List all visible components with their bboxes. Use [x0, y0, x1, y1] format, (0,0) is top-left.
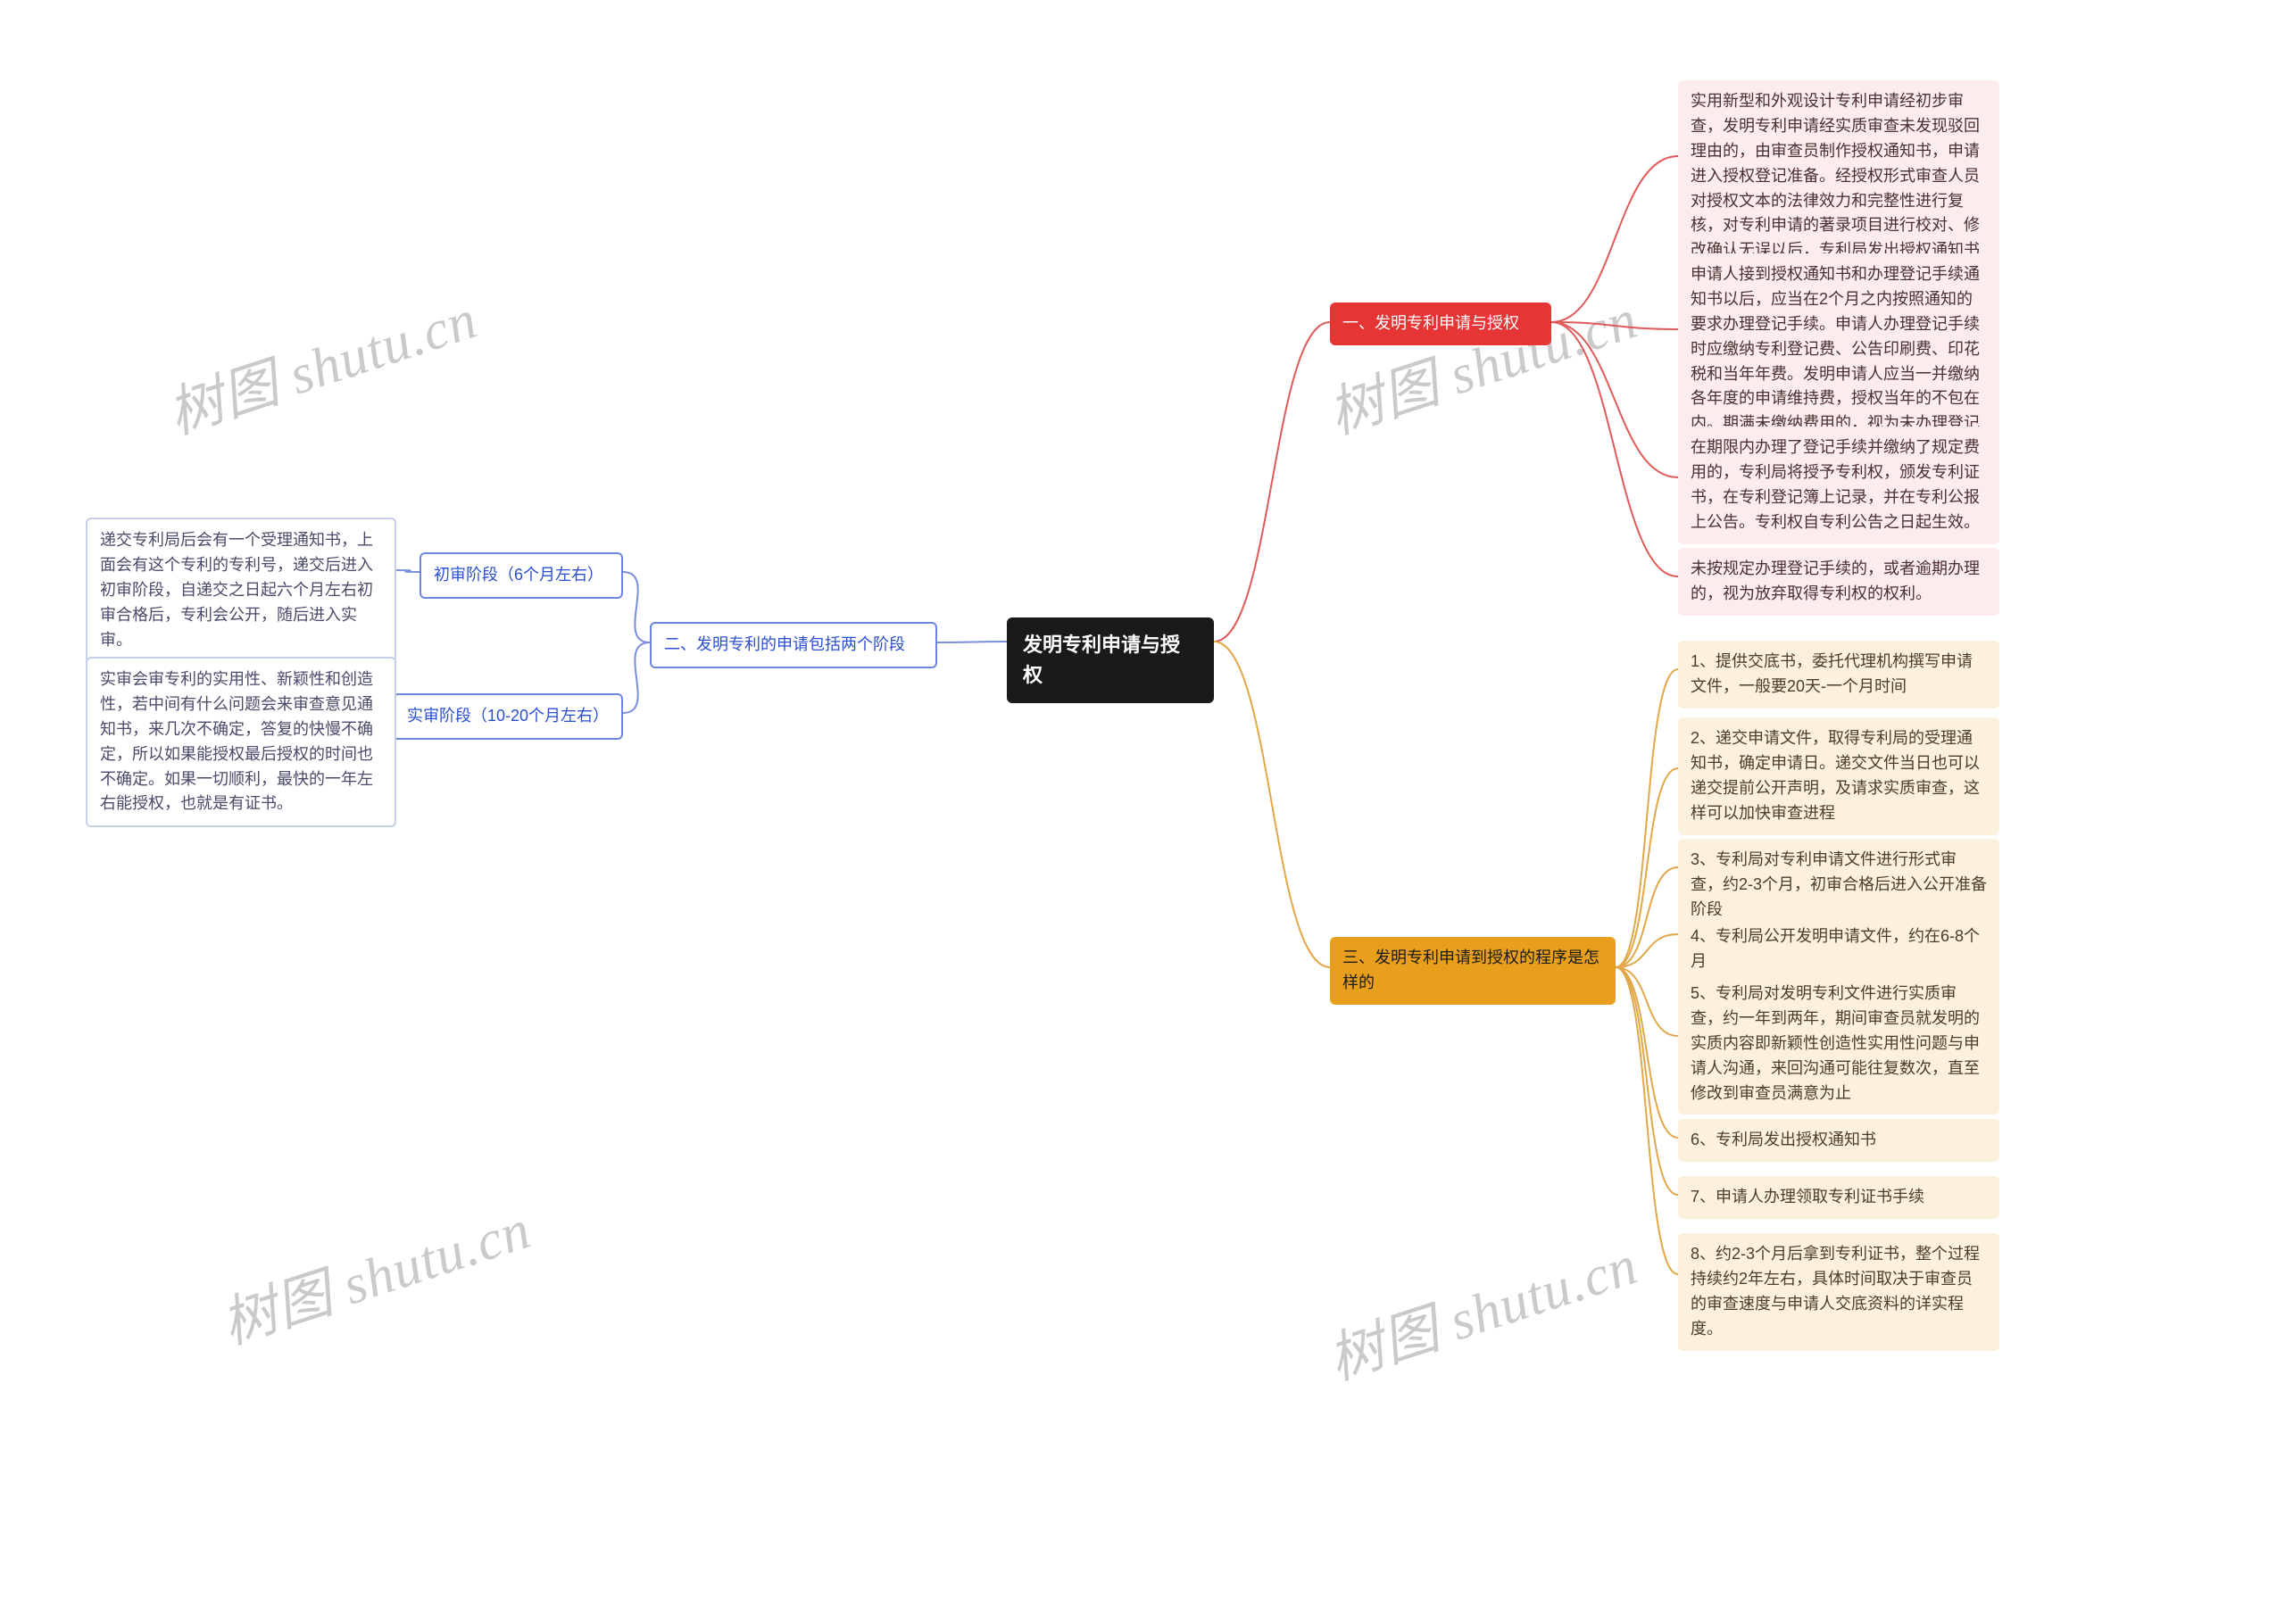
center-node[interactable]: 发明专利申请与授权 [1007, 617, 1214, 703]
edge [623, 642, 650, 713]
watermark: 树图 shutu.cn [1317, 274, 1646, 449]
leaf-red-3[interactable]: 在期限内办理了登记手续并缴纳了规定费用的，专利局将授予专利权，颁发专利证书，在专… [1678, 427, 1999, 544]
edge [1616, 967, 1678, 1138]
watermark: 树图 shutu.cn [210, 1184, 539, 1359]
watermark: 树图 shutu.cn [1317, 1220, 1646, 1395]
leaf-orange-1[interactable]: 1、提供交底书，委托代理机构撰写申请文件，一般要20天-一个月时间 [1678, 641, 1999, 708]
watermark: 树图 shutu.cn [156, 274, 486, 449]
edge [1616, 768, 1678, 967]
leaf-red-4[interactable]: 未按规定办理登记手续的，或者逾期办理的，视为放弃取得专利权的权利。 [1678, 548, 1999, 616]
edge [396, 570, 420, 572]
edge [1616, 967, 1678, 1195]
branch-3[interactable]: 三、发明专利申请到授权的程序是怎样的 [1330, 937, 1616, 1005]
leaf-orange-5[interactable]: 5、专利局对发明专利文件进行实质审查，约一年到两年，期间审查员就发明的实质内容即… [1678, 973, 1999, 1114]
edge [623, 572, 650, 642]
leaf-orange-6[interactable]: 6、专利局发出授权通知书 [1678, 1119, 1999, 1162]
branch-2[interactable]: 二、发明专利的申请包括两个阶段 [650, 622, 937, 668]
edge [1616, 967, 1678, 1036]
edge [1214, 642, 1330, 967]
branch-1[interactable]: 一、发明专利申请与授权 [1330, 302, 1551, 345]
leaf-orange-2[interactable]: 2、递交申请文件，取得专利局的受理通知书，确定申请日。递交文件当日也可以递交提前… [1678, 717, 1999, 835]
edge [1616, 669, 1678, 967]
leaf-blue-2[interactable]: 实审会审专利的实用性、新颖性和创造性，若中间有什么问题会来审查意见通知书，来几次… [86, 657, 396, 827]
edge [1616, 967, 1678, 1274]
edge [1616, 934, 1678, 967]
leaf-blue-1[interactable]: 递交专利局后会有一个受理通知书，上面会有这个专利的专利号，递交后进入初审阶段，自… [86, 518, 396, 663]
edge [1214, 322, 1330, 642]
branch-2-sub-2[interactable]: 实审阶段（10-20个月左右） [393, 693, 623, 740]
leaf-orange-8[interactable]: 8、约2-3个月后拿到专利证书，整个过程持续约2年左右，具体时间取决于审查员的审… [1678, 1233, 1999, 1351]
leaf-orange-7[interactable]: 7、申请人办理领取专利证书手续 [1678, 1176, 1999, 1219]
edge [1616, 867, 1678, 967]
branch-2-sub-1[interactable]: 初审阶段（6个月左右） [420, 552, 623, 599]
